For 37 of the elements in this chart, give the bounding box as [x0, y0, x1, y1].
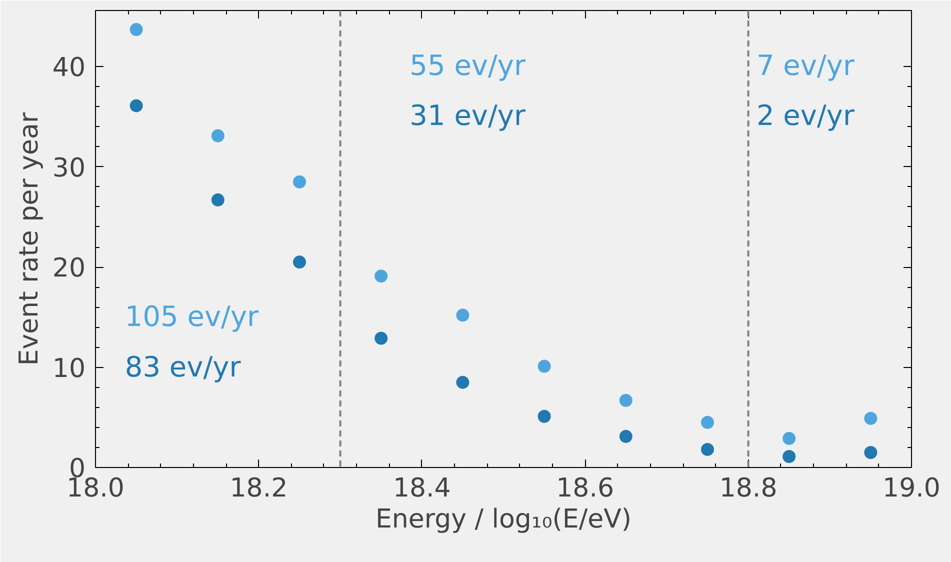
x-tick-label: 18.6	[556, 474, 614, 504]
point	[374, 332, 388, 345]
x-tick-label: 18.8	[719, 474, 778, 504]
point	[782, 432, 796, 445]
annotation: 55 ev/yr	[410, 48, 526, 82]
point	[456, 308, 470, 322]
point	[701, 442, 714, 456]
point	[782, 450, 796, 463]
y-tick-label: 10	[52, 354, 86, 384]
point	[619, 394, 632, 407]
y-tick-label: 40	[52, 53, 86, 84]
x-axis-title: Energy / log₁₀(E/eV)	[375, 504, 632, 534]
point	[211, 129, 224, 142]
point	[130, 23, 143, 36]
y-tick-label: 20	[52, 254, 86, 284]
point	[864, 446, 878, 459]
y-tick-label: 30	[52, 153, 86, 184]
annotation: 2 ev/yr	[756, 99, 855, 132]
point	[456, 376, 470, 389]
annotation: 83 ev/yr	[124, 350, 242, 384]
point	[538, 360, 551, 373]
point	[538, 410, 551, 423]
annotation: 31 ev/yr	[410, 99, 526, 132]
point	[701, 416, 714, 429]
point	[864, 412, 878, 425]
point	[293, 175, 306, 188]
x-tick-label: 18.2	[230, 474, 288, 504]
annotation: 7 ev/yr	[756, 48, 855, 82]
x-tick-label: 19.0	[882, 474, 940, 504]
x-tick-label: 18.4	[392, 474, 451, 504]
annotation: 105 ev/yr	[124, 300, 260, 334]
point	[293, 256, 306, 269]
point	[130, 99, 143, 112]
point	[374, 270, 388, 283]
y-axis-title: Event rate per year	[14, 112, 44, 366]
point	[619, 430, 632, 443]
point	[211, 193, 224, 206]
